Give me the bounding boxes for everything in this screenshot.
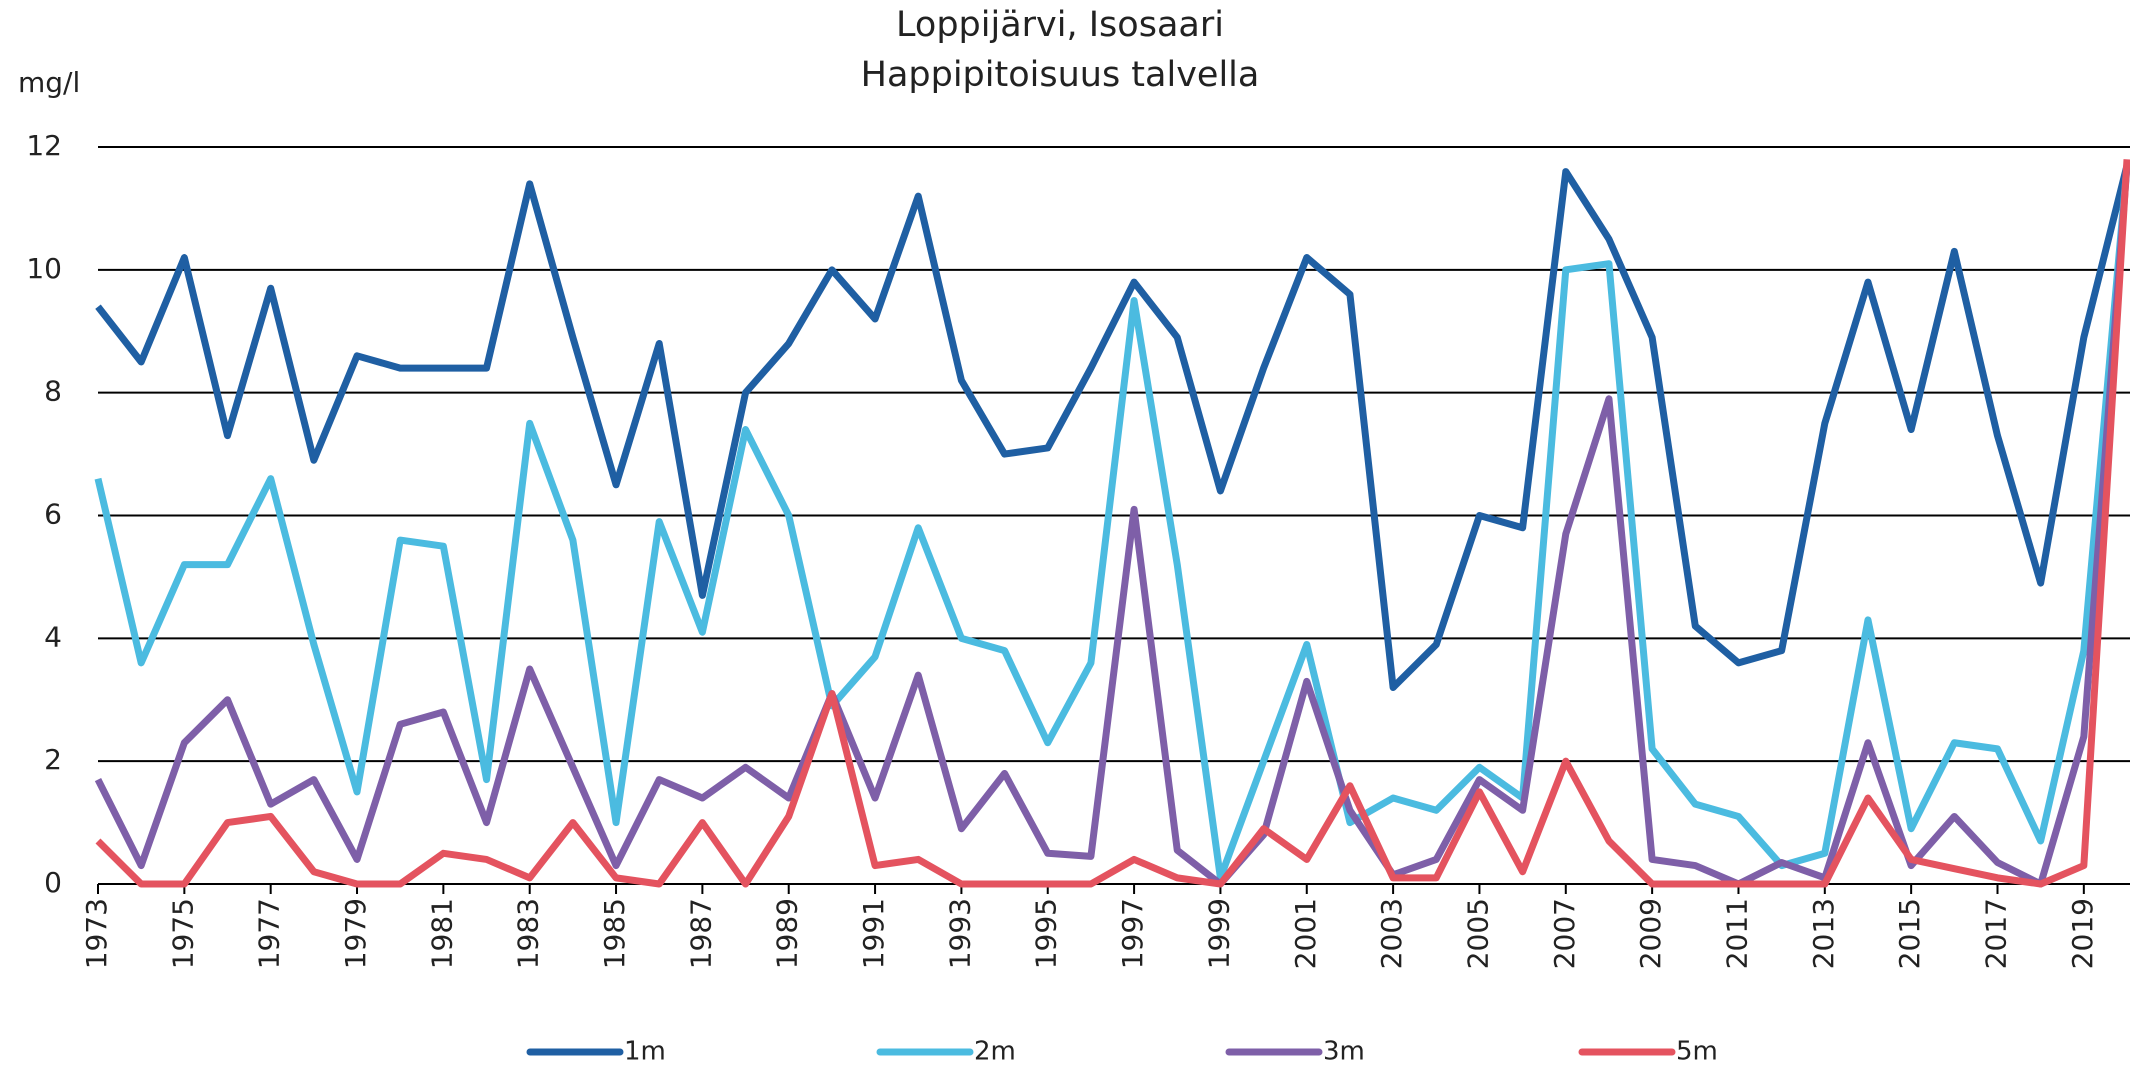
x-tick-label: 2015	[1893, 898, 1926, 969]
x-tick-label: 1989	[771, 898, 804, 969]
x-tick-label: 1977	[253, 898, 286, 969]
x-tick-label: 2005	[1461, 898, 1494, 969]
x-tick-label: 2011	[1720, 898, 1753, 969]
legend-label: 3m	[1323, 1037, 1365, 1067]
x-tick-label: 1993	[943, 898, 976, 969]
chart-subtitle: Happipitoisuus talvella	[861, 55, 1260, 95]
x-tick-label: 1979	[339, 898, 372, 969]
x-tick-label: 2003	[1375, 898, 1408, 969]
series-line	[94, 165, 2130, 882]
y-tick-label: 2	[44, 743, 62, 776]
x-tick-label: 2009	[1634, 898, 1667, 969]
chart-title: Loppijärvi, Isosaari	[896, 5, 1224, 45]
x-tick-label: 1999	[1202, 898, 1235, 969]
y-tick-label: 8	[44, 375, 62, 408]
x-tick-label: 1997	[1116, 898, 1149, 969]
x-tick-label: 1987	[684, 898, 717, 969]
legend-label: 2m	[974, 1037, 1016, 1067]
x-tick-label: 1991	[857, 898, 890, 969]
x-tick-label: 1981	[425, 898, 458, 969]
x-tick-label: 1975	[166, 898, 199, 969]
series-line	[94, 165, 2130, 888]
y-tick-label: 12	[26, 129, 62, 162]
series-line	[95, 159, 2130, 888]
legend-label: 5m	[1676, 1037, 1718, 1067]
series-line	[95, 164, 2130, 691]
x-tick-label: 2017	[1979, 898, 2012, 969]
x-tick-label: 2007	[1548, 898, 1581, 969]
x-tick-label: 2013	[1807, 898, 1840, 969]
x-tick-label: 1973	[80, 898, 113, 969]
x-tick-label: 1983	[512, 898, 545, 969]
y-tick-label: 4	[44, 620, 62, 653]
x-tick-label: 1995	[1030, 898, 1063, 969]
y-tick-label: 0	[44, 866, 62, 899]
y-tick-label: 10	[26, 252, 62, 285]
y-tick-label: 6	[44, 498, 62, 531]
y-axis-label: mg/l	[18, 66, 80, 99]
x-tick-label: 1985	[598, 898, 631, 969]
x-tick-label: 2001	[1289, 898, 1322, 969]
legend-label: 1m	[624, 1037, 666, 1067]
x-tick-label: 2019	[2066, 898, 2099, 969]
